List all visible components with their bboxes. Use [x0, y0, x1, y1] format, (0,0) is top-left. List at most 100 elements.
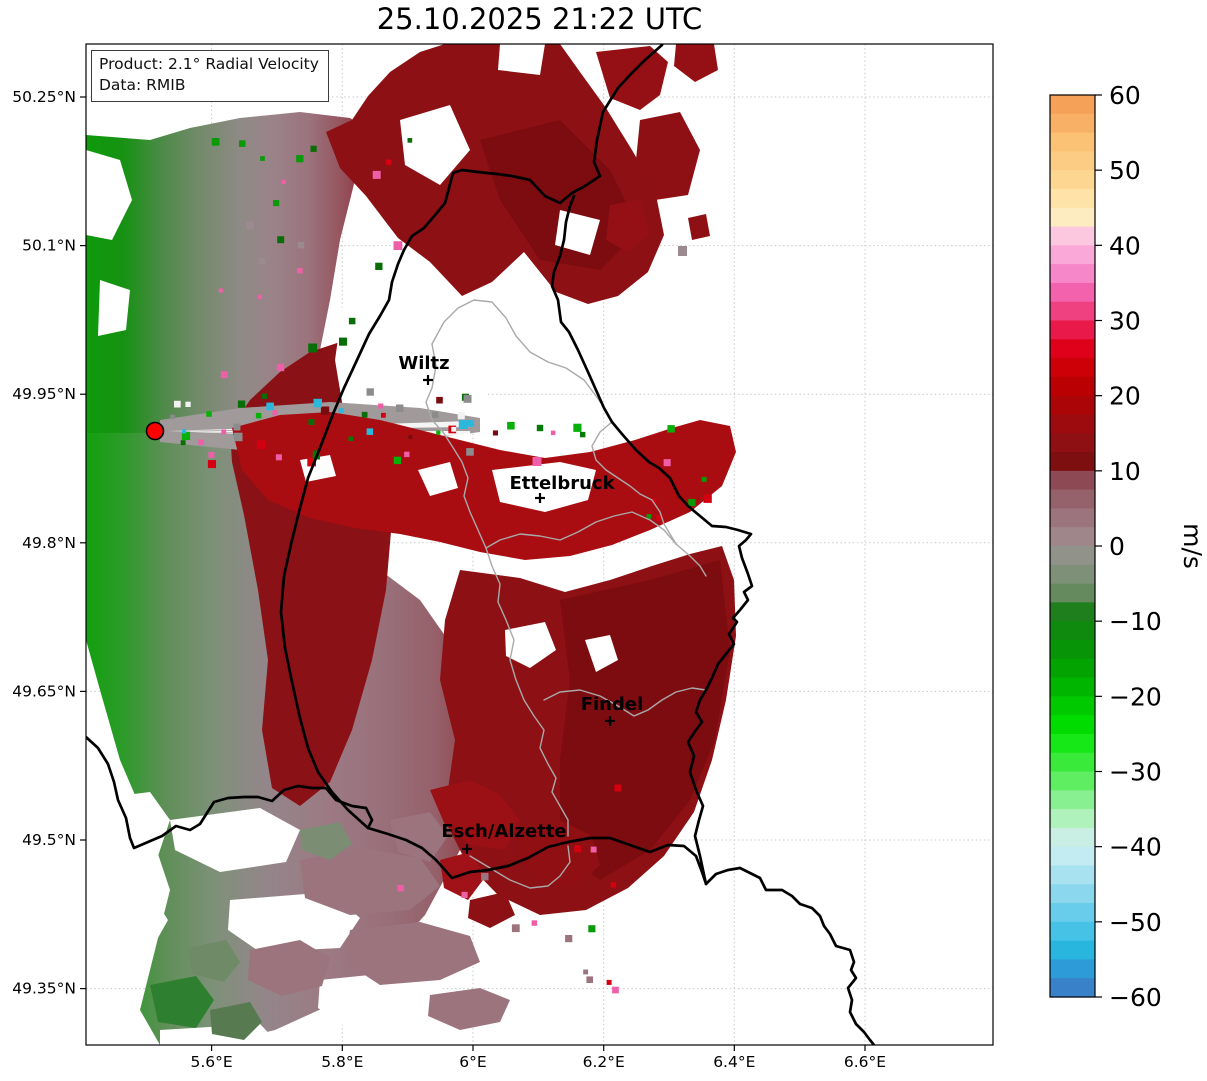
speckle [281, 179, 286, 184]
velocity-field-blob [300, 848, 440, 915]
no-data-gap [170, 808, 300, 872]
speckle [397, 885, 404, 892]
city-label-esch-alzette: Esch/Alzette [441, 821, 566, 842]
speckle [348, 317, 356, 325]
colorbar: 60 50 40 30 20 10 0 −10 −20 −30 −40 −50 −60 m/s [1049, 81, 1207, 1012]
colorbar-band [1050, 95, 1095, 115]
district-border [485, 511, 677, 549]
district-border [591, 421, 707, 577]
speckle [307, 457, 316, 467]
speckle [366, 428, 374, 435]
colorbar-tick-label: 60 [1109, 81, 1141, 110]
colorbar-band [1050, 959, 1095, 979]
colorbar-band [1050, 790, 1095, 810]
speckle [573, 423, 582, 432]
speckle [614, 784, 622, 792]
colorbar-tick-label: −20 [1109, 682, 1162, 711]
colorbar-band [1050, 884, 1095, 904]
no-data-gap [86, 150, 132, 240]
colorbar-tick-label: −60 [1109, 983, 1162, 1012]
speckle [574, 845, 582, 853]
colorbar-band [1050, 245, 1095, 265]
speckle [237, 400, 246, 408]
x-tick-label: 6.6°E [844, 1053, 886, 1071]
speckle [220, 371, 228, 379]
speckle [610, 882, 617, 888]
speckle [181, 431, 191, 440]
speckle [451, 426, 457, 432]
page-title: 25.10.2025 21:22 UTC [376, 2, 703, 36]
velocity-field-blob [606, 200, 650, 252]
speckle [273, 200, 280, 207]
colorbar-band [1050, 846, 1095, 867]
velocity-field-blob [428, 988, 510, 1030]
speckle [206, 411, 212, 417]
velocity-field-blob [596, 46, 668, 110]
speckle [207, 460, 216, 469]
speckle [256, 440, 266, 449]
colorbar-band [1050, 527, 1095, 547]
speckle [260, 156, 265, 161]
speckle [701, 476, 707, 482]
colorbar-band [1050, 733, 1095, 754]
speckle [667, 425, 675, 433]
colorbar-band [1050, 658, 1095, 679]
speckle [467, 420, 475, 427]
colorbar-tick-label: −10 [1109, 607, 1162, 636]
colorbar-band [1050, 414, 1095, 434]
velocity-field-blob [518, 820, 600, 888]
velocity-field-blob [300, 822, 352, 860]
speckle [378, 403, 384, 409]
speckle [234, 432, 243, 442]
colorbar-band [1050, 696, 1095, 716]
speckle [703, 494, 712, 503]
speckle [174, 400, 181, 408]
speckle [276, 363, 285, 372]
district-border [485, 547, 569, 837]
velocity-field-blob [674, 44, 718, 82]
plot-frame [85, 43, 994, 1046]
no-data-gap [335, 290, 500, 430]
y-tick-label: 49.95°N [12, 385, 76, 403]
speckle [612, 986, 619, 994]
speckle [375, 262, 383, 270]
speckle [320, 406, 330, 415]
colorbar-band [1050, 827, 1095, 848]
colorbar-band [1050, 621, 1095, 641]
velocity-field-blob [560, 560, 730, 880]
gray-speck [678, 246, 687, 256]
speckle [348, 436, 353, 441]
speckle [218, 288, 223, 293]
speckle [458, 420, 468, 429]
speckle [463, 394, 472, 403]
speckle [277, 236, 285, 244]
colorbar-band [1050, 677, 1095, 697]
no-data-gap [418, 462, 458, 496]
speckle [436, 396, 443, 404]
colorbar-band [1050, 452, 1095, 472]
velocity-field-blob [636, 112, 700, 200]
speckle [408, 435, 413, 439]
speckle [457, 412, 465, 420]
colorbar-tick-label: −40 [1109, 833, 1162, 862]
colorbar-unit-label: m/s [1178, 523, 1207, 569]
speckle [366, 388, 374, 396]
velocity-field-blob [430, 780, 520, 850]
colorbar-tick-label: 50 [1109, 156, 1141, 185]
speckle [432, 411, 439, 418]
no-data-gap [228, 892, 360, 952]
speckle [436, 430, 441, 435]
no-data-gap [505, 622, 556, 668]
y-tick-label: 50.25°N [12, 88, 76, 106]
colorbar-band [1050, 715, 1095, 735]
colorbar-band [1050, 358, 1095, 378]
colorbar-band [1050, 546, 1095, 566]
city-label-findel: Findel [581, 694, 644, 715]
speckle [211, 138, 220, 146]
no-data-gap [98, 280, 130, 336]
colorbar-band [1050, 151, 1095, 171]
colorbar-tick-label: −30 [1109, 758, 1162, 787]
speckle [261, 393, 268, 399]
speckle [296, 155, 304, 163]
speckle [511, 924, 520, 933]
